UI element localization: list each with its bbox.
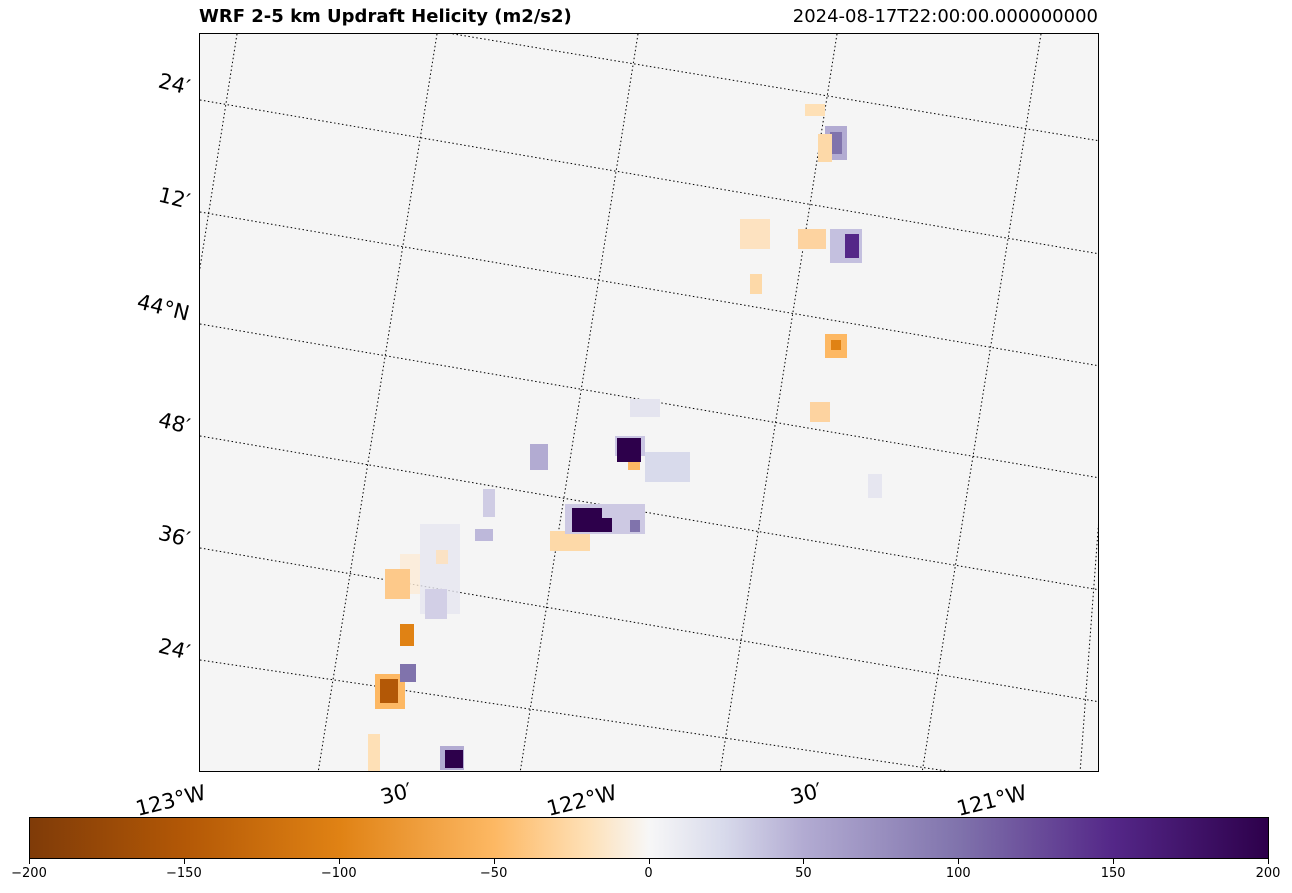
colorbar-tick (1268, 859, 1269, 864)
colorbar (29, 817, 1269, 859)
negative-cell (818, 134, 832, 162)
lat-gridline (200, 435, 1098, 591)
colorbar-tick-label: −100 (320, 866, 357, 881)
strong-negative-cell (380, 679, 398, 703)
positive-cell (475, 529, 493, 541)
lat-gridline (200, 659, 950, 771)
lat-gridline (200, 211, 1098, 367)
colorbar-tick (29, 859, 30, 864)
lat-label: 36′ (156, 520, 193, 552)
negative-cell (831, 340, 841, 350)
strong-positive-cell (598, 518, 612, 532)
negative-cell (436, 550, 448, 564)
negative-cell (368, 734, 380, 771)
helicity-field (368, 104, 882, 771)
lon-label: 121°W (954, 780, 1030, 821)
lon-gridline (519, 34, 639, 771)
colorbar-tick (648, 859, 650, 864)
map-panel[interactable] (199, 33, 1099, 772)
lat-gridline (200, 547, 1098, 703)
negative-cell (810, 402, 830, 422)
colorbar-tick (803, 859, 805, 864)
lon-gridline (921, 34, 1042, 771)
colorbar-tick (958, 859, 960, 864)
negative-cell (550, 531, 590, 551)
positive-cell (530, 444, 548, 470)
map-title: WRF 2-5 km Updraft Helicity (m2/s2) (199, 6, 572, 27)
colorbar-tick (183, 859, 185, 864)
map-timestamp: 2024-08-17T22:00:00.000000000 (792, 6, 1098, 27)
lat-label: 24′ (156, 633, 193, 665)
colorbar-tick (493, 859, 495, 864)
colorbar-tick (1113, 859, 1115, 864)
positive-cell (845, 234, 859, 258)
positive-cell (483, 489, 495, 517)
strong-positive-cell (572, 508, 602, 532)
negative-cell (805, 104, 825, 116)
colorbar-tick-label: −50 (479, 866, 508, 881)
lat-gridline (450, 34, 1098, 142)
positive-cell (400, 664, 416, 682)
positive-cell (425, 589, 447, 619)
colorbar-tick-label: 150 (1100, 866, 1126, 881)
lat-label: 12′ (156, 182, 193, 214)
lon-gridline (719, 34, 838, 771)
positive-cell (630, 520, 640, 532)
longitude-gridlines (200, 34, 1098, 771)
lon-gridline (200, 34, 238, 271)
colorbar-tick-label: 0 (644, 866, 653, 881)
lon-gridline (317, 34, 438, 771)
lat-gridline (200, 99, 1098, 255)
lat-label: 24′ (156, 68, 193, 100)
colorbar-tick-label: −150 (166, 866, 202, 881)
lon-label: 123°W (133, 780, 209, 821)
negative-cell (628, 462, 640, 470)
strong-positive-cell (445, 750, 463, 768)
colorbar-tick-label: −200 (11, 866, 47, 881)
negative-cell (740, 219, 770, 249)
negative-cell (385, 569, 410, 599)
negative-cell (798, 229, 826, 249)
lon-label: 122°W (544, 780, 620, 821)
weak-positive-region (630, 399, 660, 417)
lon-gridline (1079, 524, 1098, 771)
lat-label: 48′ (156, 407, 193, 439)
lat-label: 44°N (134, 289, 192, 326)
map-plot (200, 34, 1098, 771)
negative-cell (750, 274, 762, 294)
weak-positive-region (868, 474, 882, 498)
strong-positive-cell (617, 438, 641, 462)
lon-label: 30′ (788, 778, 825, 810)
colorbar-tick-label: 200 (1255, 866, 1281, 881)
positive-cell (645, 452, 690, 482)
colorbar-tick-label: 50 (795, 866, 812, 881)
negative-cell (400, 624, 414, 646)
lon-label: 30′ (378, 778, 415, 810)
colorbar-tick (338, 859, 340, 864)
colorbar-tick-label: 100 (945, 866, 971, 881)
positive-cell (830, 132, 842, 154)
